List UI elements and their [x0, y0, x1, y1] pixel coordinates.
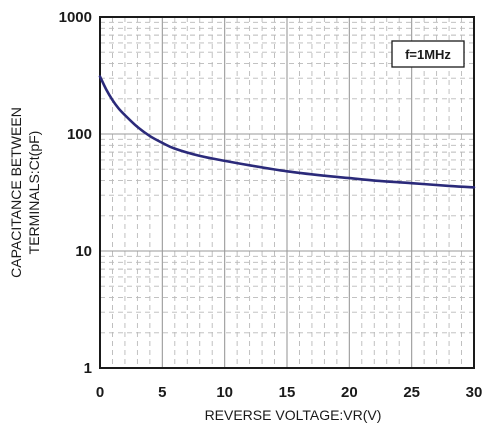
x-tick-label: 30 — [466, 384, 483, 401]
capacitance-curve — [98, 75, 476, 189]
x-tick-label: 25 — [403, 384, 420, 401]
annotation-text: f=1MHz — [405, 47, 451, 62]
y-tick-label: 10 — [75, 243, 92, 260]
x-axis-title: REVERSE VOLTAGE:VR(V) — [205, 407, 382, 423]
y-tick-label: 1 — [84, 360, 92, 377]
x-tick-label: 10 — [216, 384, 233, 401]
y-axis-title-line-1: CAPACITANCE BETWEEN — [8, 107, 24, 278]
annotation-box — [391, 40, 465, 68]
x-tick-label: 15 — [279, 384, 296, 401]
y-tick-label: 1000 — [59, 9, 92, 26]
x-tick-label: 0 — [96, 384, 104, 401]
frequency-annotation: f=1MHz — [391, 40, 465, 68]
grid-layer — [100, 17, 474, 368]
x-tick-label: 5 — [158, 384, 166, 401]
y-tick-labels: 1 10 100 1000 — [59, 9, 92, 377]
x-tick-label: 20 — [341, 384, 358, 401]
y-tick-label: 100 — [67, 126, 92, 143]
x-tick-labels: 0 5 10 15 20 25 30 — [96, 384, 483, 401]
plot-frame — [99, 16, 475, 369]
y-axis-title-line-2: TERMINALS:Ct(pF) — [26, 131, 42, 255]
